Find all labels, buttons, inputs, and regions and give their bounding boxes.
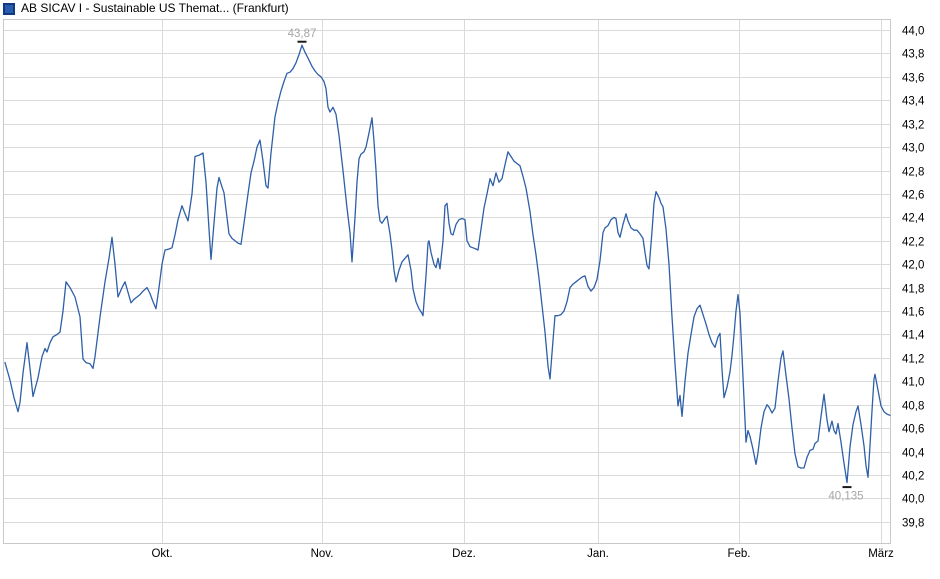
- x-axis-label: Nov.: [311, 548, 334, 560]
- y-axis-label: 43,2: [902, 120, 924, 132]
- y-axis-label: 41,0: [902, 377, 924, 389]
- y-axis-label: 40,6: [902, 424, 924, 436]
- y-axis-label: 42,0: [902, 260, 924, 272]
- x-axis-label: Jan.: [587, 548, 609, 560]
- y-axis-label: 41,4: [902, 330, 925, 342]
- y-axis-label: 42,6: [902, 190, 924, 202]
- y-axis-label: 40,4: [902, 448, 925, 460]
- y-axis-label: 42,4: [902, 213, 925, 225]
- low-annotation: 40,135: [828, 491, 863, 503]
- y-axis-label: 40,2: [902, 471, 924, 483]
- y-axis-label: 42,8: [902, 167, 924, 179]
- x-axis-label: März: [868, 548, 894, 560]
- series-marker-icon: [3, 2, 15, 15]
- x-axis-label: Okt.: [151, 548, 172, 560]
- chart-title: AB SICAV I - Sustainable US Themat... (F…: [21, 1, 289, 15]
- x-axis-label: Dez.: [452, 548, 476, 560]
- y-axis-label: 40,0: [902, 494, 924, 506]
- y-axis-label: 43,6: [902, 73, 924, 85]
- y-axis-label: 44,0: [902, 26, 924, 38]
- y-axis-label: 41,8: [902, 284, 924, 296]
- y-axis-label: 41,2: [902, 354, 924, 366]
- plot-border: [3, 19, 891, 544]
- y-axis-label: 43,8: [902, 49, 924, 61]
- price-line: [4, 44, 891, 484]
- high-annotation: 43,87: [288, 28, 317, 40]
- y-axis-label: 42,2: [902, 237, 924, 249]
- y-axis-label: 43,0: [902, 143, 924, 155]
- chart-header: AB SICAV I - Sustainable US Themat... (F…: [3, 2, 289, 15]
- y-axis-label: 39,8: [902, 518, 924, 530]
- y-axis-label: 40,8: [902, 401, 924, 413]
- y-axis-label: 41,6: [902, 307, 924, 319]
- y-axis-label: 43,4: [902, 96, 925, 108]
- x-axis-label: Feb.: [727, 548, 750, 560]
